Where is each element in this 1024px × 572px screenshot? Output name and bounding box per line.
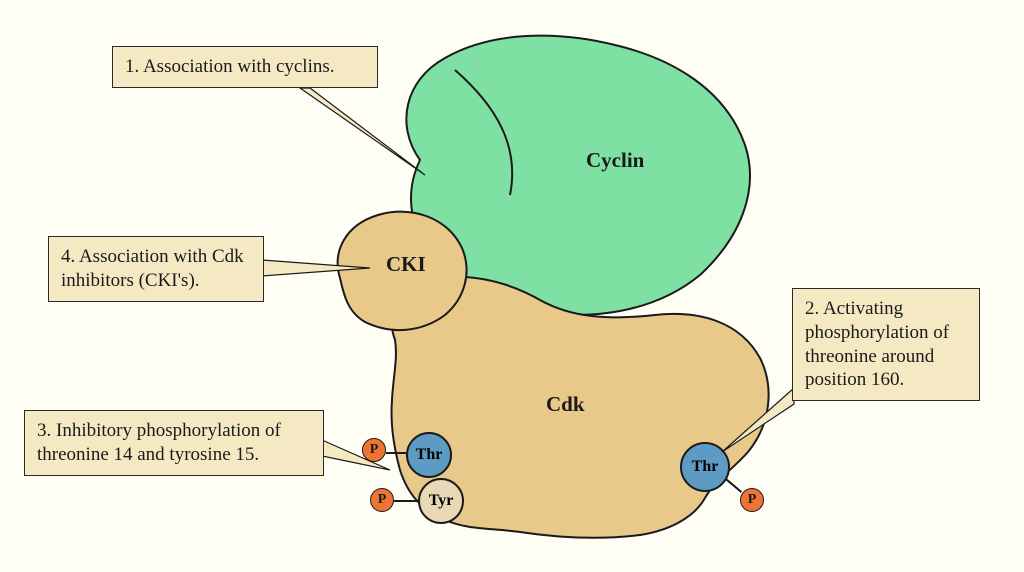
phosphate-line-14 bbox=[386, 452, 406, 454]
label-box-2: 2. Activating phosphorylation of threoni… bbox=[792, 288, 980, 401]
phosphate-thr14: P bbox=[362, 438, 386, 462]
label-box-3: 3. Inhibitory phosphorylation of threoni… bbox=[24, 410, 324, 476]
tyr15-residue: Tyr bbox=[418, 478, 464, 524]
cki-label: CKI bbox=[386, 252, 426, 277]
cdk-label: Cdk bbox=[546, 392, 585, 417]
cyclin-label: Cyclin bbox=[586, 148, 644, 173]
thr160-residue: Thr bbox=[680, 442, 730, 492]
cdk-regulation-diagram: Cyclin CKI Cdk Thr Tyr Thr P P P 1. Asso… bbox=[0, 0, 1024, 572]
label-box-1: 1. Association with cyclins. bbox=[112, 46, 378, 88]
phosphate-thr160: P bbox=[740, 488, 764, 512]
phosphate-tyr15: P bbox=[370, 488, 394, 512]
thr14-residue: Thr bbox=[406, 432, 452, 478]
label-box-4: 4. Association with Cdk inhibitors (CKI'… bbox=[48, 236, 264, 302]
phosphate-line-15 bbox=[394, 500, 418, 502]
